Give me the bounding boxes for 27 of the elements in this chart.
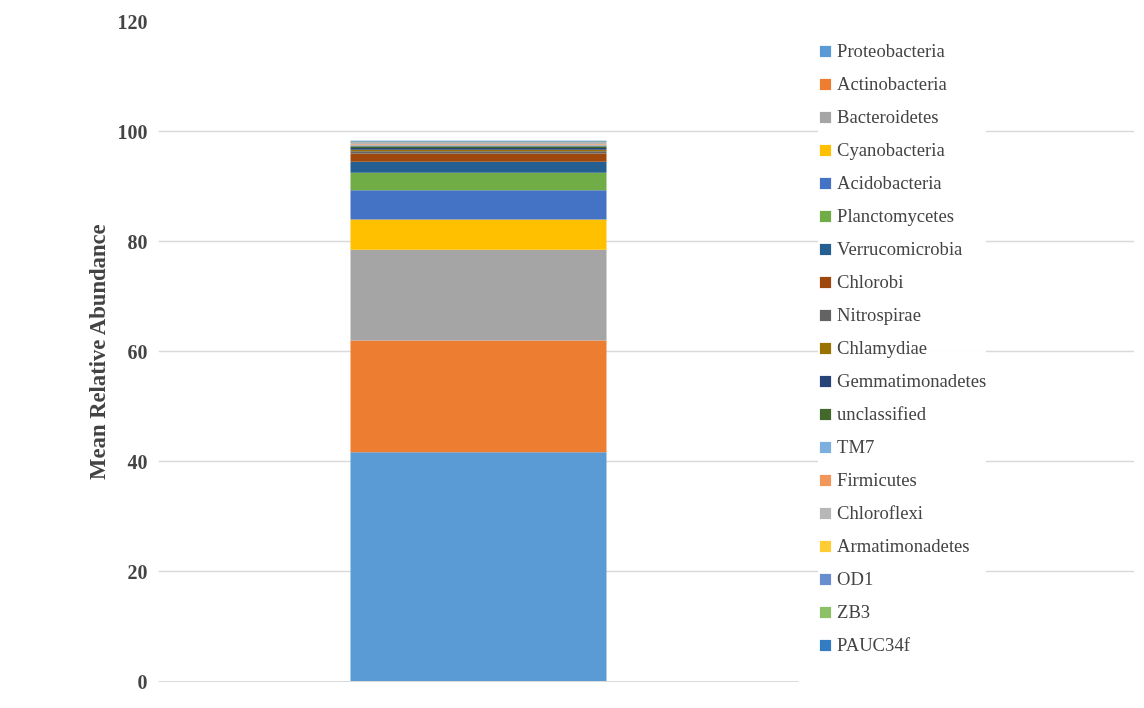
legend-label: Bacteroidetes: [837, 106, 939, 128]
legend-label: PAUC34f: [837, 634, 910, 656]
legend-label: Chlamydiae: [837, 337, 928, 359]
legend-label: OD1: [837, 568, 874, 590]
y-tick-label: 40: [127, 450, 148, 473]
legend-label: Firmicutes: [837, 469, 917, 491]
y-tick-label: 100: [117, 120, 148, 143]
legend-label: unclassified: [837, 403, 927, 425]
legend-label: Cyanobacteria: [837, 139, 945, 161]
y-tick-label: 0: [137, 670, 148, 693]
legend-label: Verrucomicrobia: [837, 238, 963, 260]
legend-label: Acidobacteria: [837, 172, 942, 194]
legend-label: ZB3: [837, 601, 871, 623]
legend-label: Chlorobi: [837, 271, 904, 293]
legend-label: Actinobacteria: [837, 73, 947, 95]
legend-label: Armatimonadetes: [837, 535, 970, 557]
y-tick-label: 120: [117, 10, 148, 33]
y-axis-title: Mean Relative Abundance: [84, 224, 110, 480]
y-tick-label: 80: [127, 230, 148, 253]
legend-label: TM7: [837, 436, 875, 458]
y-tick-label: 60: [127, 340, 148, 363]
y-tick-label: 20: [127, 560, 148, 583]
legend-label: Gemmatimonadetes: [837, 370, 987, 392]
legend-label: Planctomycetes: [837, 205, 955, 227]
legend-label: Proteobacteria: [837, 40, 945, 62]
legend-label: Nitrospirae: [837, 304, 921, 326]
legend-label: Chloroflexi: [837, 502, 924, 524]
